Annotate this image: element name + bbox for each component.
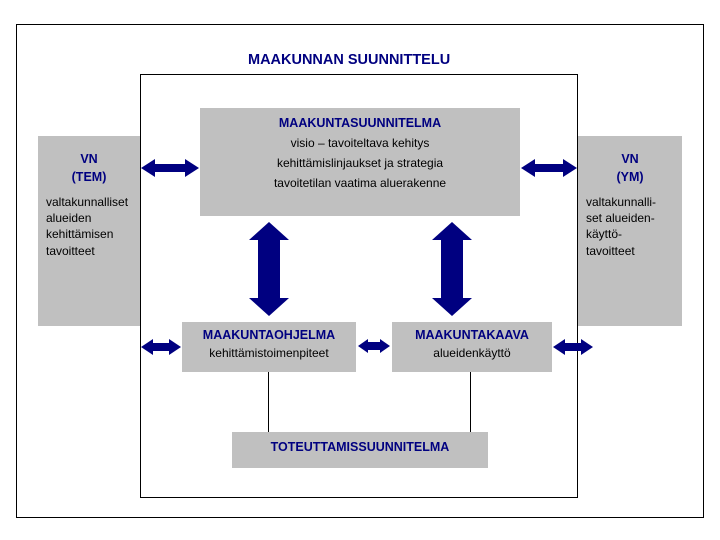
main-title: MAAKUNNAN SUUNNITTELU: [248, 52, 450, 68]
box-top-line1: visio – tavoiteltava kehitys: [200, 136, 520, 150]
box-maakuntakaava: MAAKUNTAKAAVA alueidenkäyttö: [392, 322, 552, 372]
right-title: VN: [578, 152, 682, 166]
arrow-h-left-bottom: [141, 336, 181, 358]
diagram-canvas: MAAKUNNAN SUUNNITTELU MAAKUNTASUUNNITELM…: [0, 0, 720, 540]
left-subtitle: (TEM): [38, 170, 140, 184]
plan-title: MAAKUNTAKAAVA: [392, 328, 552, 342]
arrow-v-right: [432, 222, 472, 316]
program-title: MAAKUNTAOHJELMA: [182, 328, 356, 342]
connector-right-vert: [470, 372, 471, 432]
right-text: valtakunnalli- set alueiden- käyttö- tav…: [578, 194, 682, 259]
box-vn-ym: VN (YM) valtakunnalli- set alueiden- käy…: [578, 136, 682, 326]
box-vn-tem: VN (TEM) valtakunnalliset alueiden kehit…: [38, 136, 140, 326]
connector-left-vert: [268, 372, 269, 432]
box-maakuntasuunnitelma: MAAKUNTASUUNNITELMA visio – tavoiteltava…: [200, 108, 520, 216]
arrow-h-right-bottom: [553, 336, 593, 358]
arrow-h-right-top: [521, 156, 577, 180]
program-line: kehittämistoimenpiteet: [182, 346, 356, 360]
arrow-h-middle: [358, 336, 390, 356]
box-top-line3: tavoitetilan vaatima aluerakenne: [200, 176, 520, 190]
plan-line: alueidenkäyttö: [392, 346, 552, 360]
left-title: VN: [38, 152, 140, 166]
right-subtitle: (YM): [578, 170, 682, 184]
box-maakuntaohjelma: MAAKUNTAOHJELMA kehittämistoimenpiteet: [182, 322, 356, 372]
arrow-h-left-top: [141, 156, 199, 180]
box-top-line2: kehittämislinjaukset ja strategia: [200, 156, 520, 170]
bottom-title: TOTEUTTAMISSUUNNITELMA: [232, 440, 488, 454]
box-toteuttamissuunnitelma: TOTEUTTAMISSUUNNITELMA: [232, 432, 488, 468]
box-top-title: MAAKUNTASUUNNITELMA: [200, 116, 520, 130]
left-text: valtakunnalliset alueiden kehittämisen t…: [38, 194, 140, 259]
arrow-v-left: [249, 222, 289, 316]
